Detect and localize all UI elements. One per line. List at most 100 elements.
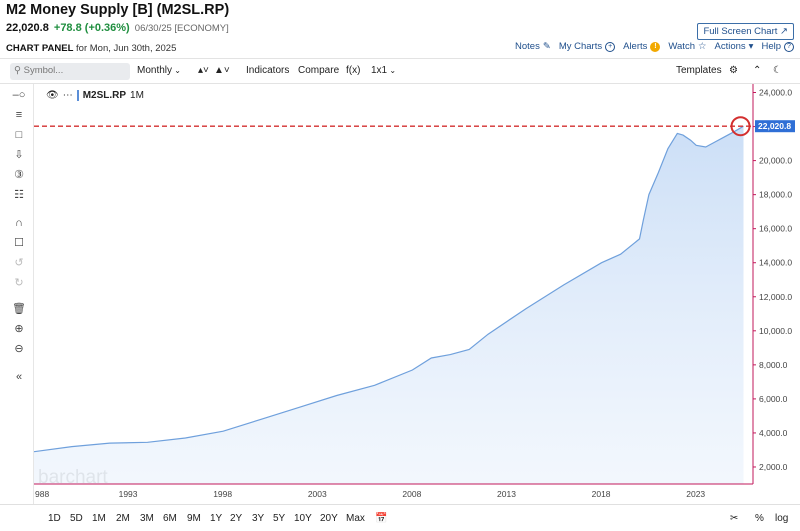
help-label: Help (761, 41, 781, 52)
indicators-button[interactable]: Indicators (246, 65, 290, 76)
x-tick-label: 1998 (213, 489, 232, 499)
percent-toggle[interactable]: % (755, 513, 764, 524)
arrow-down-icon[interactable]: ⇩ (14, 149, 24, 161)
y-tick-label: 2,000.0 (759, 462, 788, 472)
y-tick-label: 10,000.0 (759, 326, 792, 336)
templates-button[interactable]: Templates (676, 65, 722, 76)
drawing-toolbar: –○ ≡ □ ⇩ ③ ☷ ∩ ☐ ↺ ↻ 🗑 ⊕ ⊖ « (0, 84, 34, 504)
range-button[interactable]: 3Y (252, 513, 265, 524)
range-button[interactable]: 2Y (230, 513, 243, 524)
series-color-bar (76, 90, 79, 101)
calendar-icon[interactable]: 📅 (375, 513, 388, 524)
range-bar: 1D 5D 1M 2M 3M 6M 9M 1Y 2Y 3Y 5Y 10Y 20Y Max 📅 ✂ % lo… (0, 504, 800, 531)
zoom-in-icon[interactable]: ⊕ (14, 323, 24, 335)
fib-icon[interactable]: ≡ (15, 109, 23, 121)
x-tick-label: 988 (35, 489, 49, 499)
y-tick-label: 18,000.0 (759, 190, 792, 200)
period-select[interactable]: Monthly (137, 65, 181, 76)
last-price: 22,020.8 (6, 22, 49, 34)
full-screen-label: Full Screen Chart (703, 26, 778, 37)
range-button[interactable]: 6M (163, 513, 177, 524)
more-icon[interactable]: ⋯ (62, 90, 73, 101)
area-chart-icon[interactable]: ▲˅ (214, 65, 230, 76)
scissors-icon[interactable]: ✂ (730, 513, 739, 524)
collapse-icon[interactable]: « (15, 371, 23, 383)
y-tick-label: 24,000.0 (759, 88, 792, 98)
range-button[interactable]: 10Y (294, 513, 312, 524)
collapse-up-icon[interactable]: ⌃ (753, 65, 762, 76)
help-link[interactable]: Help? (761, 41, 794, 52)
layout-select[interactable]: 1x1 (371, 65, 396, 76)
watch-label: Watch (668, 41, 695, 52)
series-tag[interactable]: 👁 ⋯ M2SL.RP 1M (46, 90, 144, 101)
magnet-icon[interactable]: ∩ (15, 217, 23, 229)
full-screen-chart-button[interactable]: Full Screen Chart ↗ (697, 23, 794, 40)
my-charts-label: My Charts (558, 41, 603, 52)
search-icon: ⚲ (14, 65, 21, 76)
zoom-out-icon[interactable]: ⊖ (14, 343, 24, 355)
actions-menu[interactable]: Actions ▾ (715, 41, 754, 52)
range-button[interactable]: 5D (70, 513, 83, 524)
chart-area[interactable]: barchart 2,000.04,000.06,000.08,000.010,… (34, 84, 800, 504)
function-button[interactable]: f(x) (346, 65, 361, 76)
y-tick-label: 14,000.0 (759, 258, 792, 268)
last-price-label: 22,020.8 (758, 121, 791, 131)
symbol-search-input[interactable]: ⚲ Symbol... (10, 63, 130, 80)
x-tick-label: 1993 (119, 489, 138, 499)
y-tick-label: 8,000.0 (759, 360, 788, 370)
actions-label: Actions (714, 41, 746, 52)
range-button[interactable]: 5Y (273, 513, 286, 524)
panel-links: Notes ✎ My Charts + Alerts! Watch ☆ Actions… (515, 41, 794, 52)
notes-label: Notes (515, 41, 540, 52)
dark-mode-icon[interactable]: ☾ (773, 65, 782, 76)
gear-icon[interactable]: ⚙ (729, 65, 738, 76)
panel-label: CHART PANEL (6, 43, 74, 54)
compare-button[interactable]: Compare (298, 65, 340, 76)
price-chart[interactable]: barchart 2,000.04,000.06,000.08,000.010,… (34, 84, 800, 504)
watch-link[interactable]: Watch ☆ (668, 41, 706, 52)
chart-panel-label: CHART PANEL for Mon, Jun 30th, 2025 (6, 43, 176, 54)
external-arrow-icon: ↗ (780, 26, 788, 37)
range-button[interactable]: 1Y (210, 513, 223, 524)
x-tick-label: 2003 (308, 489, 327, 499)
alert-icon: ! (650, 41, 661, 52)
eye-icon[interactable]: 👁 (46, 90, 59, 101)
undo-icon[interactable]: ↺ (14, 257, 24, 269)
question-icon: ? (784, 41, 794, 52)
alerts-label: Alerts (623, 41, 648, 52)
page-title: M2 Money Supply [B] (M2SL.RP) (6, 2, 230, 18)
y-tick-label: 12,000.0 (759, 292, 792, 302)
rectangle-icon[interactable]: □ (15, 129, 23, 141)
y-tick-label: 16,000.0 (759, 224, 792, 234)
star-icon: ☆ (697, 41, 707, 52)
last-price-box (755, 120, 795, 133)
alerts-link[interactable]: Alerts! (623, 41, 661, 52)
notes-link[interactable]: Notes ✎ (515, 41, 551, 52)
x-tick-label: 2023 (686, 489, 705, 499)
range-button[interactable]: Max (346, 513, 365, 524)
range-button[interactable]: 1M (92, 513, 106, 524)
plus-icon: + (605, 41, 616, 52)
range-button[interactable]: 1D (48, 513, 61, 524)
series-area (34, 126, 744, 484)
number-3-icon[interactable]: ③ (14, 169, 24, 181)
tree-icon[interactable]: ☷ (14, 189, 24, 201)
series-symbol: M2SL.RP (82, 90, 127, 101)
quote-line: 22,020.8 +78.8 (+0.36%) 06/30/25 [ECONOM… (6, 22, 229, 34)
range-button[interactable]: 2M (116, 513, 130, 524)
unlock-icon[interactable]: ☐ (14, 237, 24, 249)
x-tick-label: 2013 (497, 489, 516, 499)
panel-date: for Mon, Jun 30th, 2025 (76, 43, 177, 54)
alert-circle (730, 116, 751, 137)
log-toggle[interactable]: log (775, 513, 789, 524)
trash-icon[interactable]: 🗑 (12, 303, 26, 315)
series-interval: 1M (130, 90, 144, 101)
crosshair-icon[interactable]: –○ (12, 89, 26, 101)
range-button[interactable]: 9M (187, 513, 201, 524)
redo-icon[interactable]: ↻ (14, 277, 24, 289)
range-button[interactable]: 3M (140, 513, 154, 524)
chart-toolbar: ⚲ Symbol... Monthly ▴˅ ▲˅ Indicators Com… (0, 58, 800, 84)
my-charts-link[interactable]: My Charts + (558, 41, 616, 52)
chart-type-icon[interactable]: ▴˅ (198, 65, 209, 76)
range-button[interactable]: 20Y (320, 513, 338, 524)
